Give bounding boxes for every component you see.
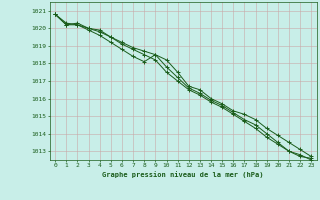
X-axis label: Graphe pression niveau de la mer (hPa): Graphe pression niveau de la mer (hPa) [102, 171, 264, 178]
